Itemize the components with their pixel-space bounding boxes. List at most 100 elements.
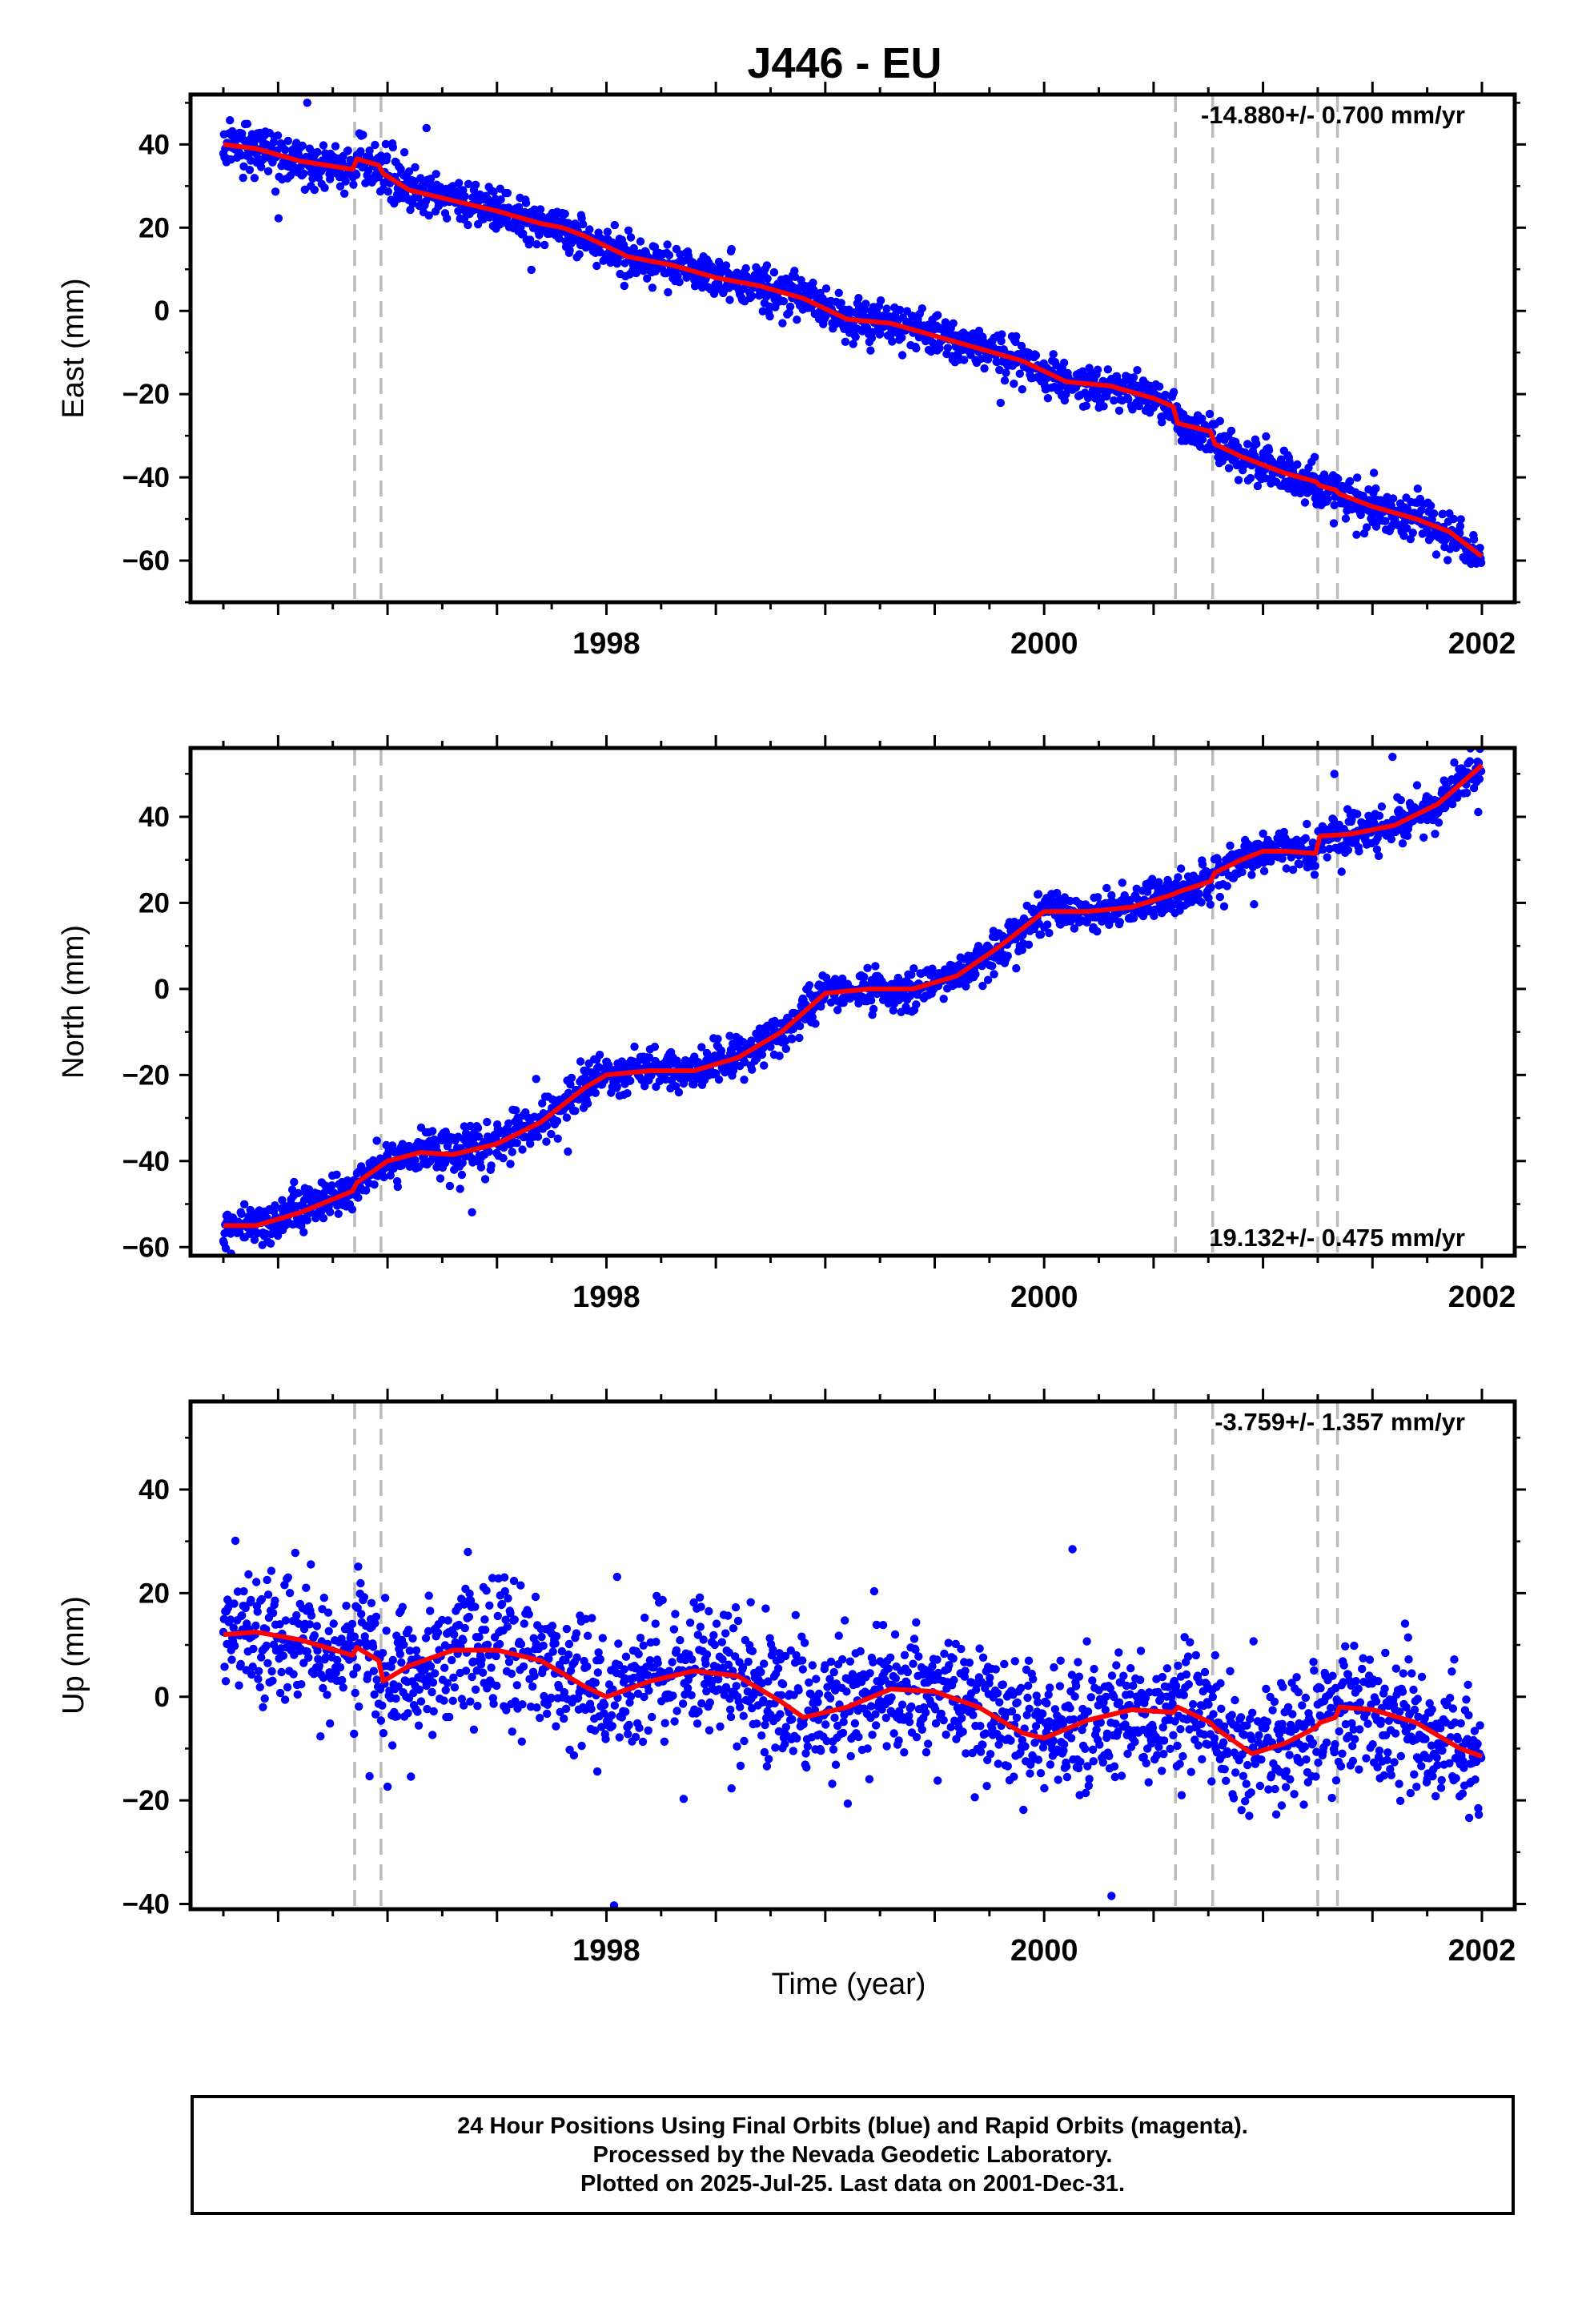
east-point	[876, 296, 885, 305]
north-point	[1036, 930, 1046, 939]
north-point	[303, 1216, 311, 1224]
up-point	[263, 1590, 273, 1599]
east-point	[1362, 523, 1371, 532]
up-point	[319, 1683, 327, 1693]
up-point	[762, 1762, 772, 1771]
up-point	[316, 1732, 325, 1741]
east-point	[868, 328, 877, 336]
up-point	[404, 1626, 413, 1634]
up-point	[766, 1711, 775, 1719]
up-point	[732, 1682, 741, 1691]
east-point	[1234, 476, 1243, 485]
up-point	[351, 1688, 359, 1698]
north-point	[978, 981, 987, 991]
east-point	[526, 235, 535, 244]
up-point	[465, 1589, 474, 1598]
up-point	[503, 1622, 512, 1631]
up-point	[517, 1737, 526, 1746]
up-point	[450, 1683, 460, 1692]
east-point	[460, 192, 469, 201]
east-point	[280, 146, 290, 155]
north-point	[326, 1208, 335, 1216]
up-point	[729, 1624, 738, 1633]
north-point	[962, 982, 970, 991]
up-point	[253, 1607, 262, 1616]
north-point	[319, 1214, 328, 1223]
north-point	[411, 1156, 420, 1164]
north-point	[484, 1148, 493, 1156]
up-point	[416, 1697, 426, 1706]
up-point	[323, 1608, 333, 1617]
north-point	[1070, 924, 1079, 933]
up-point	[651, 1619, 660, 1628]
east-point	[536, 205, 545, 214]
north-point	[988, 962, 997, 971]
north-point	[1372, 845, 1382, 854]
east-model-line	[223, 142, 1484, 559]
east-point	[455, 179, 464, 187]
up-point	[441, 1686, 450, 1695]
up-point	[560, 1714, 568, 1723]
east-point	[383, 152, 391, 161]
east-point	[239, 173, 247, 183]
up-point	[642, 1663, 651, 1671]
east-point	[578, 219, 588, 229]
east-point	[876, 329, 885, 339]
up-point	[398, 1602, 407, 1611]
east-point	[521, 199, 531, 207]
east-point	[1443, 556, 1452, 565]
north-point	[909, 964, 918, 973]
east-point	[1456, 515, 1465, 524]
east-point	[388, 143, 397, 152]
up-point	[307, 1611, 316, 1620]
north-point	[504, 1119, 513, 1128]
up-point	[504, 1658, 514, 1667]
up-point	[714, 1675, 723, 1684]
up-point	[350, 1632, 359, 1641]
up-point	[252, 1578, 261, 1586]
east-point	[1129, 373, 1138, 382]
east-point	[1371, 484, 1380, 493]
up-point	[251, 1621, 260, 1630]
north-point	[1398, 839, 1407, 848]
up-point	[355, 1702, 363, 1711]
up-point	[263, 1575, 271, 1585]
east-point	[980, 364, 989, 373]
north-y-tick-label: −60	[122, 1232, 170, 1263]
east-point	[837, 299, 845, 308]
north-point	[1223, 882, 1231, 891]
north-point	[1226, 841, 1235, 850]
up-point	[548, 1647, 557, 1656]
east-point	[1261, 474, 1270, 483]
east-point	[426, 175, 436, 183]
east-point	[404, 167, 414, 176]
up-point	[468, 1672, 476, 1682]
up-point	[705, 1698, 714, 1707]
north-point	[347, 1204, 357, 1214]
up-point	[516, 1639, 526, 1649]
east-point	[1059, 358, 1069, 368]
north-point	[1388, 752, 1397, 762]
up-point	[577, 1741, 586, 1751]
up-point	[448, 1655, 456, 1665]
north-point	[533, 1132, 543, 1141]
north-point	[863, 963, 872, 973]
up-point	[378, 1649, 387, 1658]
up-point	[685, 1618, 695, 1627]
east-point	[1205, 409, 1215, 419]
east-point	[778, 319, 787, 328]
up-point	[699, 1635, 708, 1644]
up-point	[726, 1705, 735, 1714]
up-point	[283, 1683, 292, 1692]
east-point	[1399, 531, 1408, 541]
east-point	[779, 297, 789, 306]
east-point	[849, 340, 857, 348]
up-point	[226, 1615, 235, 1624]
east-point	[1124, 395, 1133, 404]
up-point	[669, 1691, 677, 1700]
up-point	[352, 1663, 362, 1672]
east-point	[1293, 460, 1302, 469]
north-point	[237, 1209, 246, 1219]
north-point	[1219, 902, 1229, 911]
east-point	[663, 240, 672, 249]
